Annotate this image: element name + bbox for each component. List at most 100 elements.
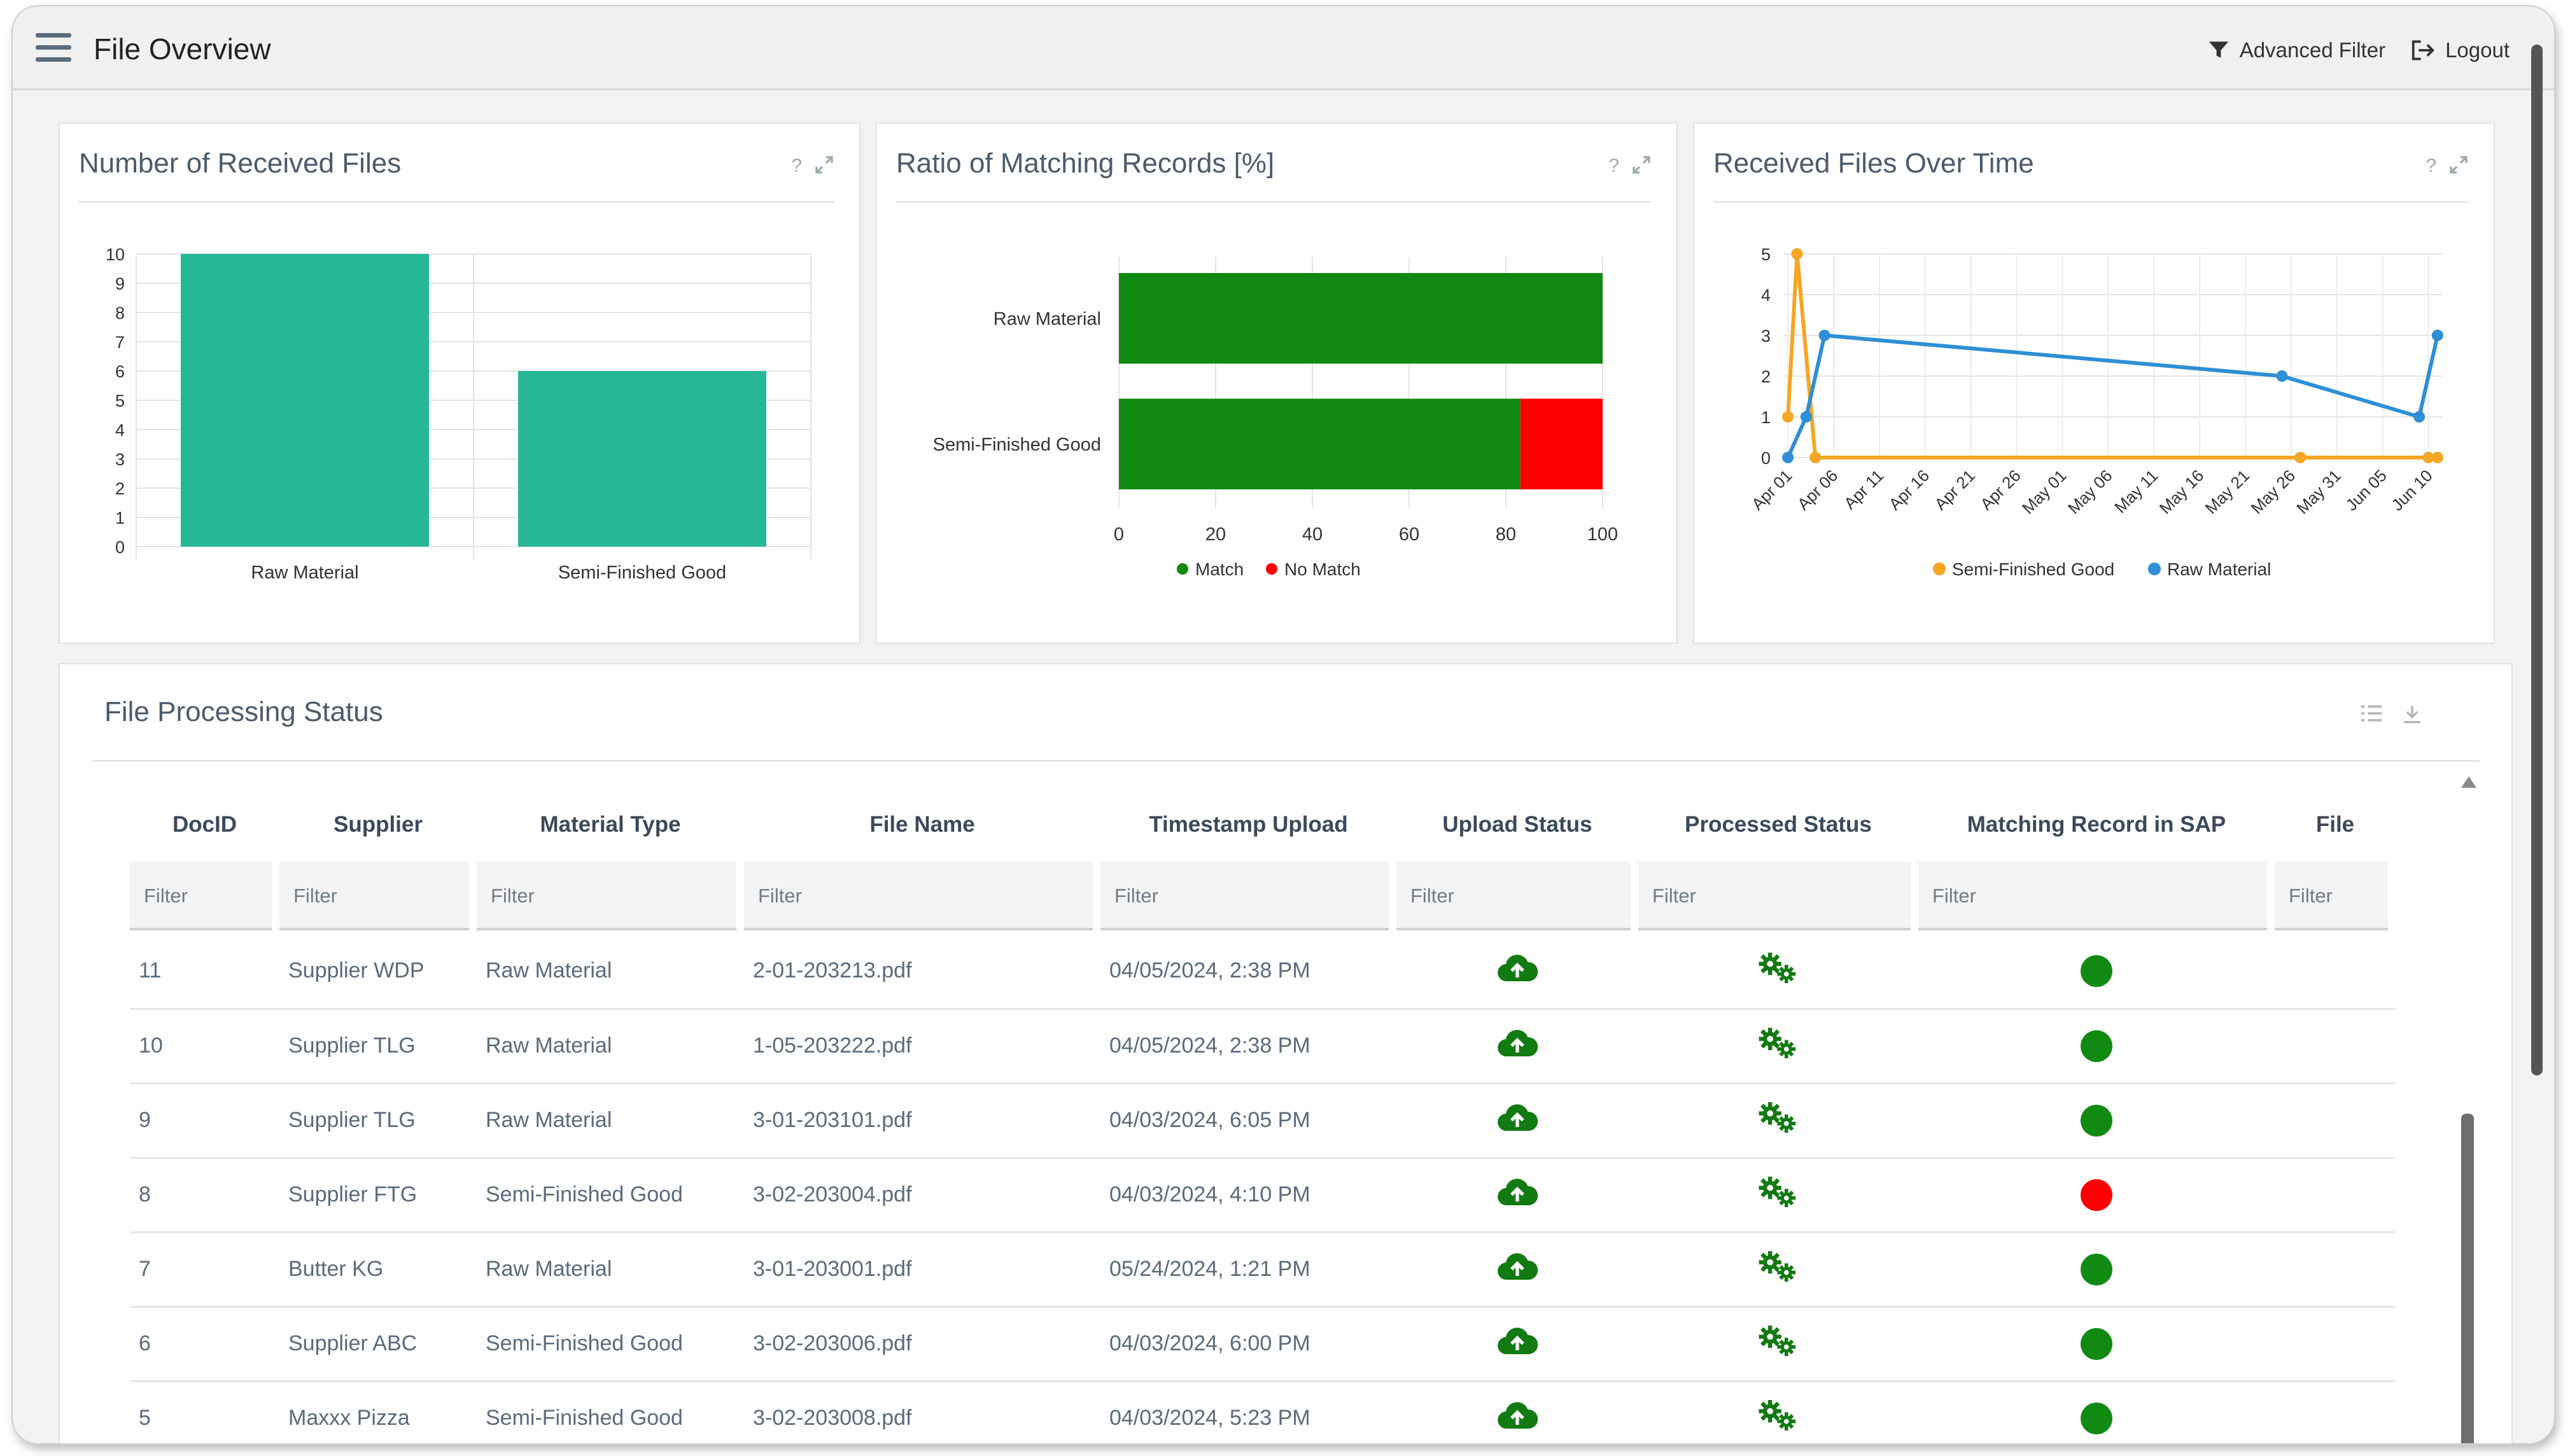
row-timestamp: 04/05/2024, 2:38 PM [1100,934,1396,1010]
row-docid: 9 [130,1083,279,1159]
row-file[interactable] [2275,1083,2396,1159]
advanced-filter-button[interactable]: Advanced Filter [2208,38,2385,62]
column-filter-input[interactable]: Filter [1396,862,1631,930]
row-timestamp: 04/03/2024, 6:00 PM [1100,1306,1396,1382]
row-material-type: Semi-Finished Good [477,1158,744,1233]
y-tick-label: 2 [115,479,125,498]
row-matching-status [1918,1009,2275,1084]
row-matching-status [1918,934,2275,1010]
column-header[interactable]: Upload Status [1442,812,1592,837]
bar [181,254,429,547]
x-tick-label: May 01 [2018,466,2070,518]
gears-icon [1759,953,1796,984]
row-material-type: Semi-Finished Good [477,1306,744,1382]
table-row[interactable]: 11 Supplier WDP Raw Material 2-01-203213.pd… [130,934,2396,1010]
row-supplier: Maxxx Pizza [279,1381,477,1443]
x-tick-label: 100 [1587,524,1618,545]
row-upload-status [1396,1232,1638,1308]
status-dot [2081,1179,2112,1211]
legend-label: Match [1195,559,1244,579]
column-filter-input[interactable]: Filter [477,862,736,930]
row-processed-status [1638,1009,1918,1084]
column-header[interactable]: File Name [869,812,975,837]
column-filter-input[interactable]: Filter [1918,862,2267,930]
row-supplier: Supplier ABC [279,1306,477,1382]
advanced-filter-label: Advanced Filter [2239,38,2386,62]
upload-cloud-icon [1498,1030,1538,1057]
row-file-name: 2-01-203213.pdf [744,934,1100,1010]
expand-icon[interactable] [815,155,834,174]
row-processed-status [1638,1158,1918,1233]
table-scroll-thumb[interactable] [2461,1114,2474,1443]
upload-cloud-icon [1498,1327,1538,1355]
row-file-name: 3-02-203004.pdf [744,1158,1100,1233]
row-material-type: Semi-Finished Good [477,1381,744,1443]
page-scrollbar[interactable] [2531,45,2543,1075]
x-tick-label: 40 [1302,524,1323,545]
row-processed-status [1638,1083,1918,1159]
table-row[interactable]: 9 Supplier TLG Raw Material 3-01-203101.pdf… [130,1083,2396,1159]
help-icon[interactable]: ? [2426,155,2436,176]
y-tick-label: 6 [115,362,125,381]
row-file-name: 1-05-203222.pdf [744,1009,1100,1084]
column-filter-input[interactable]: Filter [1638,862,1911,930]
row-file[interactable] [2275,934,2396,1010]
scroll-up-icon[interactable] [2461,776,2476,788]
column-header[interactable]: Matching Record in SAP [1967,812,2226,837]
row-matching-status [1918,1083,2275,1159]
status-dot [2081,1327,2112,1360]
row-supplier: Supplier WDP [279,934,477,1010]
status-dot [2081,1104,2112,1137]
expand-icon[interactable] [2449,155,2468,174]
expand-icon[interactable] [1632,155,1651,174]
row-supplier: Supplier TLG [279,1083,477,1159]
y-tick-label: 4 [1761,286,1771,305]
row-file[interactable] [2275,1158,2396,1233]
row-file[interactable] [2275,1232,2396,1308]
upload-cloud-icon [1498,1179,1538,1206]
column-header[interactable]: Timestamp Upload [1149,812,1348,837]
x-tick-label: May 21 [2201,466,2254,518]
row-file-name: 3-01-203001.pdf [744,1232,1100,1308]
column-header[interactable]: DocID [172,812,237,837]
logout-button[interactable]: Logout [2411,38,2510,62]
row-docid: 5 [130,1381,279,1443]
column-filter-input[interactable]: Filter [130,862,272,930]
help-icon[interactable]: ? [1608,155,1619,176]
column-header[interactable]: File [2315,812,2355,837]
column-filter-input[interactable]: Filter [2275,862,2388,930]
file-status-table: DocID Supplier Material Type File Name Times… [130,792,2396,1443]
column-header[interactable]: Processed Status [1685,812,1872,837]
row-file[interactable] [2275,1381,2396,1443]
column-chooser-icon[interactable] [2360,704,2383,723]
data-point [1800,411,1812,423]
column-filter-input[interactable]: Filter [1100,862,1389,930]
row-file[interactable] [2275,1306,2396,1382]
table-row[interactable]: 8 Supplier FTG Semi-Finished Good 3-02-2030… [130,1158,2396,1233]
files-over-time-card: Received Files Over Time ? 0 1 2 3 4 5 Apr 01 A… [1693,122,2495,644]
x-tick-label: 0 [1114,524,1124,545]
row-file[interactable] [2275,1009,2396,1084]
column-filter-input[interactable]: Filter [279,862,469,930]
table-row[interactable]: 6 Supplier ABC Semi-Finished Good 3-02-2030… [130,1306,2396,1382]
x-tick-label: Apr 06 [1794,466,1841,514]
x-tick-label: May 26 [2247,466,2300,518]
menu-icon[interactable] [36,33,71,62]
download-icon[interactable] [2402,704,2422,724]
table-row[interactable]: 10 Supplier TLG Raw Material 1-05-203222.pd… [130,1009,2396,1084]
x-tick-label: Apr 16 [1885,466,1933,514]
row-upload-status [1396,1083,1638,1159]
logout-label: Logout [2445,38,2510,62]
row-upload-status [1396,1009,1638,1084]
status-dot [2081,1253,2112,1285]
column-header[interactable]: Material Type [540,812,681,837]
table-scrollbar[interactable] [2461,776,2476,1443]
help-icon[interactable]: ? [791,155,802,176]
row-upload-status [1396,934,1638,1010]
column-header[interactable]: Supplier [333,812,423,837]
table-row[interactable]: 5 Maxxx Pizza Semi-Finished Good 3-02-20300… [130,1381,2396,1443]
table-row[interactable]: 7 Butter KG Raw Material 3-01-203001.pdf 05/… [130,1232,2396,1308]
row-matching-status [1918,1232,2275,1308]
column-filter-input[interactable]: Filter [744,862,1093,930]
legend-marker [2148,563,2161,575]
